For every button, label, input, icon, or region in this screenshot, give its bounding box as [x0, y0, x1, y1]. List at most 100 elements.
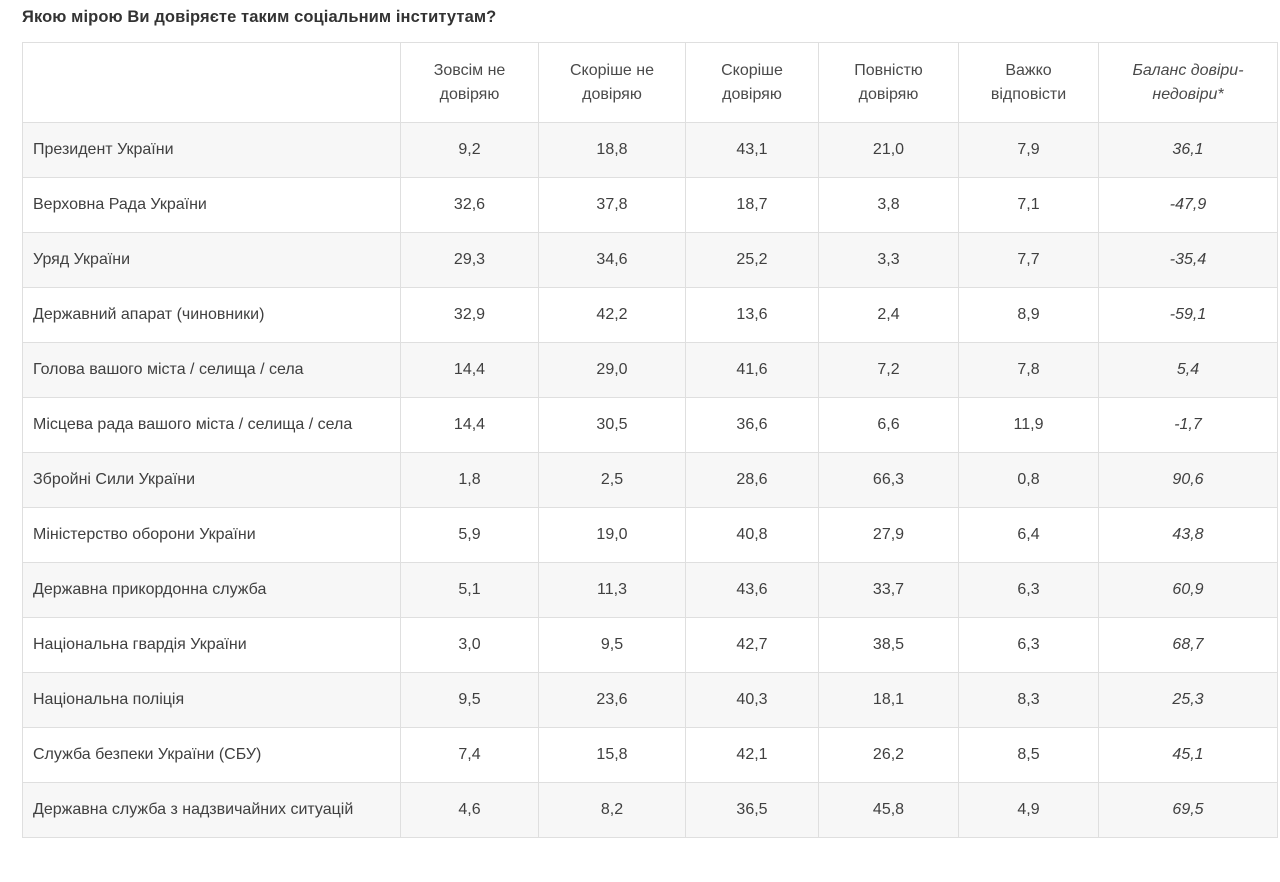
table-row: Державна служба з надзвичайних ситуацій 4… — [22, 782, 1278, 838]
value-cell: 66,3 — [818, 452, 959, 508]
value-cell: 8,5 — [958, 727, 1099, 783]
value-cell: 3,3 — [818, 232, 959, 288]
value-cell: 7,8 — [958, 342, 1099, 398]
balance-value-cell: 43,8 — [1098, 507, 1278, 563]
value-cell: 4,9 — [958, 782, 1099, 838]
balance-value-cell: -47,9 — [1098, 177, 1278, 233]
value-cell: 42,2 — [538, 287, 686, 343]
header-row: Зовсім не довіряю Скоріше не довіряю Ско… — [22, 42, 1278, 123]
value-cell: 18,8 — [538, 122, 686, 178]
value-cell: 21,0 — [818, 122, 959, 178]
value-cell: 9,5 — [538, 617, 686, 673]
table-row: Місцева рада вашого міста / селища / сел… — [22, 397, 1278, 453]
value-cell: 9,2 — [400, 122, 539, 178]
institution-name: Уряд України — [22, 232, 401, 288]
column-header-hard-to-answer: Важко відповісти — [958, 42, 1099, 123]
value-cell: 32,6 — [400, 177, 539, 233]
table-body: Президент України 9,2 18,8 43,1 21,0 7,9 36,1 В… — [22, 122, 1278, 838]
column-header-trust-balance: Баланс довіри-недовіри* — [1098, 42, 1278, 123]
value-cell: 36,5 — [685, 782, 819, 838]
value-cell: 40,3 — [685, 672, 819, 728]
value-cell: 3,0 — [400, 617, 539, 673]
value-cell: 8,2 — [538, 782, 686, 838]
balance-value-cell: 68,7 — [1098, 617, 1278, 673]
value-cell: 34,6 — [538, 232, 686, 288]
table-row: Голова вашого міста / селища / села 14,4 2… — [22, 342, 1278, 398]
balance-value-cell: 25,3 — [1098, 672, 1278, 728]
value-cell: 7,9 — [958, 122, 1099, 178]
value-cell: 11,3 — [538, 562, 686, 618]
value-cell: 5,9 — [400, 507, 539, 563]
institution-name: Національна поліція — [22, 672, 401, 728]
value-cell: 26,2 — [818, 727, 959, 783]
institution-name: Голова вашого міста / селища / села — [22, 342, 401, 398]
value-cell: 41,6 — [685, 342, 819, 398]
table-row: Державний апарат (чиновники) 32,9 42,2 13,6… — [22, 287, 1278, 343]
column-header-institution — [22, 42, 401, 123]
table-row: Верховна Рада України 32,6 37,8 18,7 3,8 7,1-… — [22, 177, 1278, 233]
institution-name: Національна гвардія України — [22, 617, 401, 673]
value-cell: 3,8 — [818, 177, 959, 233]
value-cell: 42,1 — [685, 727, 819, 783]
value-cell: 8,3 — [958, 672, 1099, 728]
table-row: Уряд України 29,3 34,6 25,2 3,3 7,7 -35,4 — [22, 232, 1278, 288]
value-cell: 18,7 — [685, 177, 819, 233]
value-cell: 11,9 — [958, 397, 1099, 453]
value-cell: 29,3 — [400, 232, 539, 288]
institution-name: Президент України — [22, 122, 401, 178]
value-cell: 13,6 — [685, 287, 819, 343]
table-row: Збройні Сили України 1,8 2,5 28,6 66,3 0,8 90,… — [22, 452, 1278, 508]
value-cell: 2,4 — [818, 287, 959, 343]
balance-value-cell: 60,9 — [1098, 562, 1278, 618]
value-cell: 37,8 — [538, 177, 686, 233]
value-cell: 43,1 — [685, 122, 819, 178]
value-cell: 6,3 — [958, 617, 1099, 673]
institution-name: Міністерство оборони України — [22, 507, 401, 563]
value-cell: 36,6 — [685, 397, 819, 453]
column-header-completely-distrust: Зовсім не довіряю — [400, 42, 539, 123]
value-cell: 0,8 — [958, 452, 1099, 508]
table-row: Міністерство оборони України 5,9 19,0 40,8 2… — [22, 507, 1278, 563]
value-cell: 4,6 — [400, 782, 539, 838]
institution-name: Збройні Сили України — [22, 452, 401, 508]
table-row: Національна гвардія України 3,0 9,5 42,7 38,… — [22, 617, 1278, 673]
column-header-rather-trust: Скоріше довіряю — [685, 42, 819, 123]
value-cell: 15,8 — [538, 727, 686, 783]
value-cell: 40,8 — [685, 507, 819, 563]
value-cell: 33,7 — [818, 562, 959, 618]
value-cell: 9,5 — [400, 672, 539, 728]
value-cell: 28,6 — [685, 452, 819, 508]
value-cell: 29,0 — [538, 342, 686, 398]
institution-name: Державна служба з надзвичайних ситуацій — [22, 782, 401, 838]
balance-value-cell: 5,4 — [1098, 342, 1278, 398]
value-cell: 30,5 — [538, 397, 686, 453]
table-row: Служба безпеки України (СБУ) 7,4 15,8 42,1 2… — [22, 727, 1278, 783]
value-cell: 38,5 — [818, 617, 959, 673]
balance-value-cell: 45,1 — [1098, 727, 1278, 783]
balance-value-cell: 69,5 — [1098, 782, 1278, 838]
value-cell: 8,9 — [958, 287, 1099, 343]
balance-value-cell: -1,7 — [1098, 397, 1278, 453]
balance-value-cell: -35,4 — [1098, 232, 1278, 288]
value-cell: 27,9 — [818, 507, 959, 563]
institution-name: Служба безпеки України (СБУ) — [22, 727, 401, 783]
value-cell: 14,4 — [400, 397, 539, 453]
institution-name: Державний апарат (чиновники) — [22, 287, 401, 343]
value-cell: 7,1 — [958, 177, 1099, 233]
balance-value-cell: 36,1 — [1098, 122, 1278, 178]
table-row: Національна поліція 9,5 23,6 40,3 18,1 8,3 25,… — [22, 672, 1278, 728]
institution-name: Місцева рада вашого міста / селища / сел… — [22, 397, 401, 453]
value-cell: 1,8 — [400, 452, 539, 508]
value-cell: 19,0 — [538, 507, 686, 563]
value-cell: 6,3 — [958, 562, 1099, 618]
page-title: Якою мірою Ви довіряєте таким соціальним… — [22, 8, 497, 26]
institution-name: Державна прикордонна служба — [22, 562, 401, 618]
value-cell: 2,5 — [538, 452, 686, 508]
value-cell: 7,4 — [400, 727, 539, 783]
value-cell: 7,2 — [818, 342, 959, 398]
value-cell: 23,6 — [538, 672, 686, 728]
table-row: Президент України 9,2 18,8 43,1 21,0 7,9 36,1 — [22, 122, 1278, 178]
value-cell: 6,6 — [818, 397, 959, 453]
value-cell: 6,4 — [958, 507, 1099, 563]
